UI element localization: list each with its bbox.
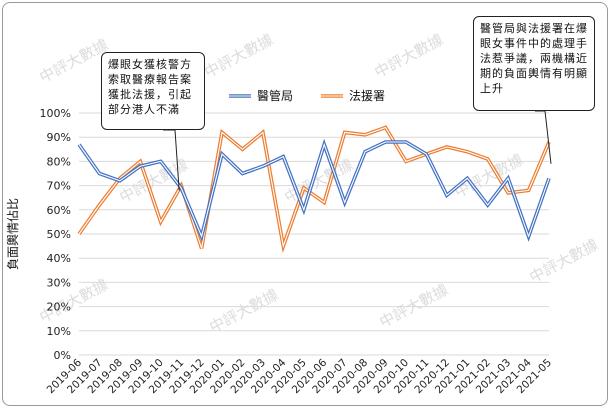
leader-line-right bbox=[535, 110, 552, 164]
y-tick-label: 30% bbox=[47, 276, 71, 289]
y-tick-label: 20% bbox=[47, 301, 71, 314]
annotation-text-right: 醫管局與法援署在爆眼女事件中的處理手法惹爭議，兩機構近期的負面輿情有明顯上升 bbox=[480, 22, 588, 95]
legend-item: 醫管局 bbox=[229, 88, 293, 103]
annotation-callout-left: 爆眼女獲核警方索取醫療報告案獲批法援，引起部分港人不滿 bbox=[101, 52, 205, 130]
y-tick-label: 0% bbox=[54, 349, 71, 362]
y-tick-label: 70% bbox=[47, 180, 71, 193]
leader-line-left bbox=[163, 129, 180, 191]
callout-leaders bbox=[163, 110, 552, 191]
y-tick-label: 80% bbox=[47, 155, 71, 168]
watermark-text: 中評大數據 bbox=[526, 235, 601, 286]
annotation-text-left: 爆眼女獲核警方索取醫療報告案獲批法援，引起部分港人不滿 bbox=[108, 58, 192, 116]
legend-label: 法援署 bbox=[349, 89, 385, 103]
series-layer bbox=[77, 125, 551, 254]
legend-label: 醫管局 bbox=[257, 88, 293, 103]
series-legal-aid-department bbox=[77, 125, 551, 254]
watermark-text: 中評大數據 bbox=[206, 285, 281, 336]
y-tick-label: 50% bbox=[47, 228, 71, 241]
watermark-text: 中評大數據 bbox=[36, 35, 111, 86]
y-tick-label: 100% bbox=[40, 107, 71, 120]
y-tick-label: 10% bbox=[47, 325, 71, 338]
y-axis-label: 負面輿情佔比 bbox=[6, 198, 20, 270]
series-line-inner bbox=[78, 126, 550, 249]
y-tick-label: 60% bbox=[47, 204, 71, 217]
legend-item: 法援署 bbox=[321, 89, 385, 103]
y-axis-ticks: 0% 10% 20% 30% 40% 50% 60% 70% 80% 90% 100% bbox=[40, 107, 71, 362]
watermark-text: 中評大數據 bbox=[376, 280, 451, 331]
y-tick-label: 90% bbox=[47, 131, 71, 144]
legend: 醫管局 法援署 bbox=[229, 88, 385, 103]
y-tick-label: 40% bbox=[47, 252, 71, 265]
series-hospital-authority bbox=[77, 138, 551, 243]
gridlines bbox=[79, 112, 549, 356]
series-line-inner bbox=[78, 141, 550, 239]
watermark-text: 中評大數據 bbox=[201, 30, 276, 81]
watermark-text: 中評大數據 bbox=[371, 30, 446, 81]
annotation-callout-right: 醫管局與法援署在爆眼女事件中的處理手法惹爭議，兩機構近期的負面輿情有明顯上升 bbox=[473, 16, 595, 111]
x-axis-ticks: 2019-062019-072019-082019-092019-102019-… bbox=[45, 356, 555, 396]
